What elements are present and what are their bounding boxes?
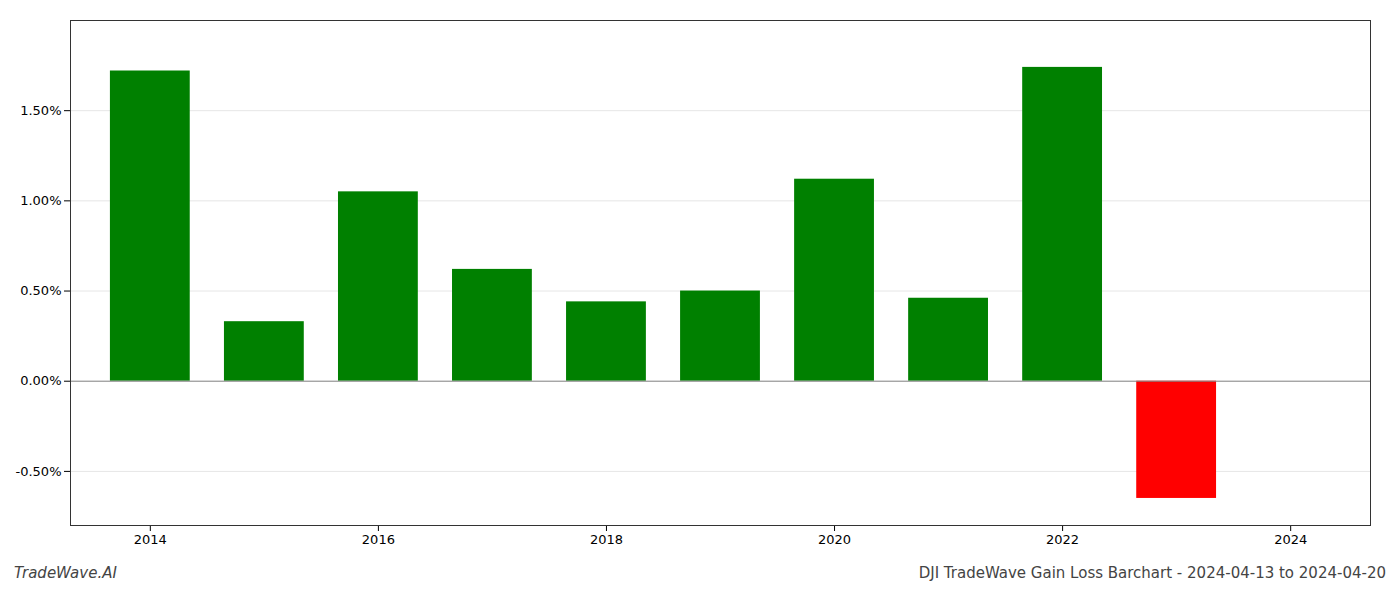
svg-text:0.50%: 0.50% (20, 283, 61, 298)
svg-text:1.00%: 1.00% (20, 193, 61, 208)
svg-text:1.50%: 1.50% (20, 103, 61, 118)
svg-text:2020: 2020 (818, 532, 851, 547)
svg-text:0.00%: 0.00% (20, 373, 61, 388)
html-text:DJI TradeWave Gain Loss Barcha: DJI TradeWave Gain Loss Barchart - 2024-… (918, 564, 1386, 582)
svg-text:2014: 2014 (134, 532, 167, 547)
svg-text:2018: 2018 (590, 532, 623, 547)
html-text:TradeWave.AI: TradeWave.AI (14, 564, 117, 582)
svg-text:2024: 2024 (1274, 532, 1307, 547)
svg-text:2016: 2016 (362, 532, 395, 547)
svg-text:-0.50%: -0.50% (16, 464, 62, 479)
svg-text:2022: 2022 (1046, 532, 1079, 547)
